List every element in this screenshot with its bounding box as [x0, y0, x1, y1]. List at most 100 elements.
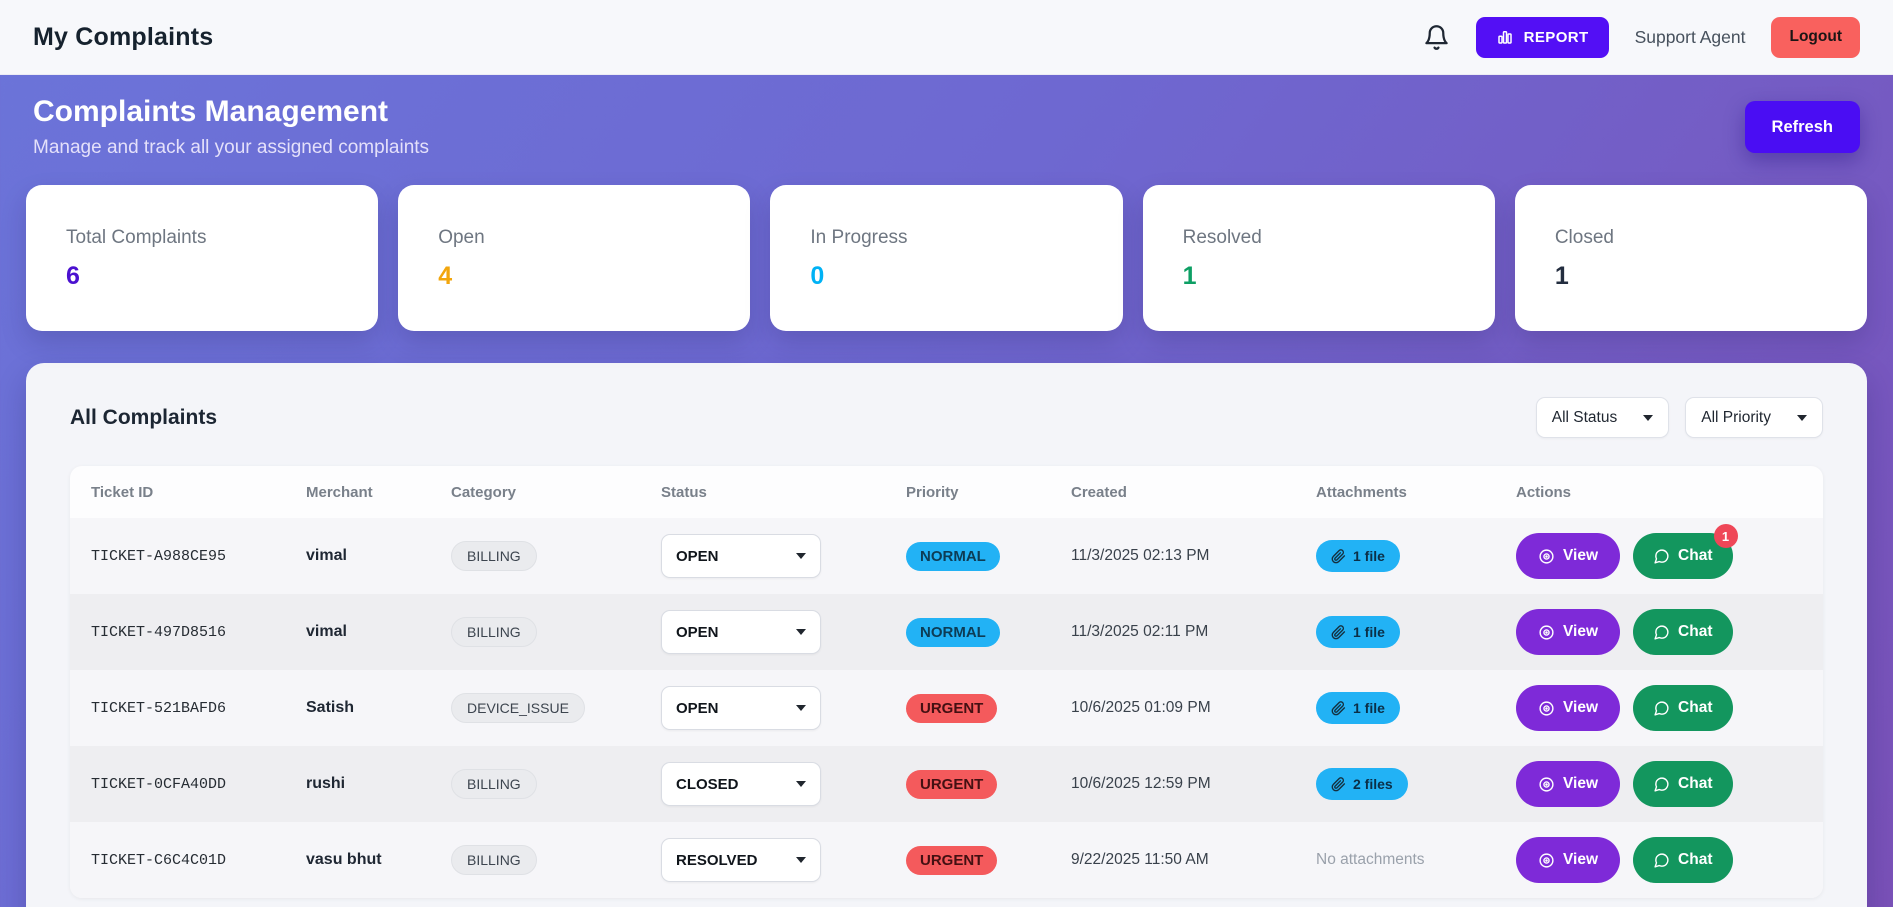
complaints-panel: All Complaints All Status All Priority T… — [26, 363, 1867, 907]
chevron-down-icon — [796, 629, 806, 635]
view-label: View — [1563, 775, 1599, 792]
stat-label: Closed — [1554, 227, 1614, 248]
priority-badge: NORMAL — [906, 617, 1000, 647]
user-role-label: Support Agent — [1634, 26, 1746, 47]
row-actions: View Chat 1 — [1516, 524, 1802, 579]
status-filter-value: All Status — [1551, 408, 1618, 426]
column-header-priority: Priority — [906, 483, 959, 501]
page-body: Complaints Management Manage and track a… — [0, 95, 1893, 907]
chat-label: Chat — [1678, 775, 1713, 792]
table-header-row: Ticket ID Merchant Category Status Prior… — [70, 466, 1823, 518]
created-timestamp: 10/6/2025 12:59 PM — [1071, 775, 1211, 792]
app-title: My Complaints — [33, 22, 214, 51]
panel-title: All Complaints — [70, 405, 218, 429]
stats-row: Total Complaints 6 Open 4 In Progress 0 … — [26, 185, 1868, 331]
stat-card: In Progress 0 — [770, 185, 1123, 331]
view-button[interactable]: View — [1516, 837, 1621, 883]
filter-bar: All Status All Priority — [1535, 397, 1823, 438]
view-button[interactable]: View — [1516, 685, 1621, 731]
priority-badge: URGENT — [906, 845, 998, 875]
stat-value: 6 — [66, 262, 80, 290]
priority-badge: URGENT — [906, 769, 998, 799]
chat-button-wrap: Chat — [1633, 837, 1733, 883]
status-dropdown-value: OPEN — [676, 699, 719, 717]
header-actions: REPORT Support Agent Logout — [1423, 16, 1860, 58]
ticket-id: TICKET-0CFA40DD — [91, 775, 227, 793]
attachment-count-label: 1 file — [1353, 548, 1385, 564]
stat-value: 1 — [1182, 262, 1197, 290]
attachment-badge[interactable]: 1 file — [1316, 540, 1400, 572]
logout-button[interactable]: Logout — [1771, 16, 1860, 58]
category-badge: BILLING — [451, 845, 537, 875]
eye-icon — [1539, 548, 1554, 564]
stat-card: Resolved 1 — [1142, 185, 1495, 331]
view-label: View — [1563, 699, 1599, 716]
view-label: View — [1563, 623, 1599, 640]
chat-button-wrap: Chat — [1633, 609, 1733, 655]
attachment-badge[interactable]: 1 file — [1316, 692, 1400, 724]
view-button[interactable]: View — [1516, 761, 1621, 807]
refresh-button[interactable]: Refresh — [1744, 101, 1860, 153]
category-badge: BILLING — [451, 541, 537, 571]
category-badge: DEVICE_ISSUE — [451, 693, 585, 723]
view-button[interactable]: View — [1516, 609, 1621, 655]
paperclip-icon — [1331, 700, 1346, 715]
chat-bubble-icon — [1654, 548, 1669, 564]
status-dropdown-value: RESOLVED — [676, 851, 758, 869]
status-dropdown[interactable]: OPEN — [661, 610, 821, 654]
stat-label: Total Complaints — [66, 227, 207, 248]
table-row: TICKET-C6C4C01D vasu bhut BILLING RESOLV… — [70, 822, 1823, 898]
chat-bubble-icon — [1654, 700, 1669, 716]
panel-header: All Complaints All Status All Priority — [70, 397, 1823, 438]
stat-card: Closed 1 — [1514, 185, 1868, 331]
chat-button[interactable]: Chat — [1633, 837, 1733, 883]
chat-label: Chat — [1678, 699, 1713, 716]
report-button[interactable]: REPORT — [1475, 16, 1609, 58]
chat-button[interactable]: Chat — [1633, 609, 1733, 655]
paperclip-icon — [1331, 624, 1346, 639]
chat-button[interactable]: Chat — [1633, 685, 1733, 731]
status-dropdown[interactable]: OPEN — [661, 686, 821, 730]
ticket-id: TICKET-521BAFD6 — [91, 699, 227, 717]
stat-value: 0 — [810, 262, 825, 290]
page-title: Complaints Management — [33, 95, 389, 128]
category-badge: BILLING — [451, 769, 537, 799]
page-subtitle: Manage and track all your assigned compl… — [33, 137, 430, 158]
chat-label: Chat — [1678, 623, 1713, 640]
priority-badge: NORMAL — [906, 541, 1000, 571]
chat-button[interactable]: Chat — [1633, 761, 1733, 807]
status-filter-dropdown[interactable]: All Status — [1535, 397, 1670, 438]
ticket-id: TICKET-497D8516 — [91, 623, 227, 641]
no-attachments-label: No attachments — [1316, 851, 1425, 868]
attachment-count-label: 1 file — [1353, 624, 1385, 640]
chat-bubble-icon — [1654, 852, 1669, 868]
notification-bell-icon[interactable] — [1423, 24, 1450, 51]
row-actions: View Chat — [1516, 837, 1802, 883]
attachment-count-label: 1 file — [1353, 700, 1385, 716]
chat-label: Chat — [1678, 547, 1713, 564]
priority-filter-dropdown[interactable]: All Priority — [1685, 397, 1823, 438]
status-dropdown[interactable]: RESOLVED — [661, 838, 821, 882]
column-header-status: Status — [661, 483, 707, 501]
status-dropdown[interactable]: CLOSED — [661, 762, 821, 806]
attachment-badge[interactable]: 2 files — [1316, 768, 1408, 800]
merchant-name: vimal — [306, 623, 347, 640]
merchant-name: vasu bhut — [306, 851, 382, 868]
chevron-down-icon — [1797, 414, 1807, 421]
chat-bubble-icon — [1654, 776, 1669, 792]
chat-button-wrap: Chat — [1633, 685, 1733, 731]
stat-label: In Progress — [810, 227, 908, 248]
status-dropdown[interactable]: OPEN — [661, 534, 821, 578]
priority-filter-value: All Priority — [1701, 408, 1771, 426]
chat-button-wrap: Chat 1 — [1633, 524, 1738, 579]
chevron-down-icon — [796, 705, 806, 711]
top-header: My Complaints REPORT Support Agent Logou… — [0, 0, 1893, 75]
attachment-badge[interactable]: 1 file — [1316, 616, 1400, 648]
table-row: TICKET-497D8516 vimal BILLING OPEN NORMA… — [70, 594, 1823, 670]
ticket-id: TICKET-C6C4C01D — [91, 851, 227, 869]
view-button[interactable]: View — [1516, 533, 1621, 579]
chevron-down-icon — [1643, 414, 1654, 421]
table-body: TICKET-A988CE95 vimal BILLING OPEN NORMA… — [70, 518, 1823, 898]
chevron-down-icon — [796, 553, 806, 559]
merchant-name: vimal — [306, 547, 347, 564]
